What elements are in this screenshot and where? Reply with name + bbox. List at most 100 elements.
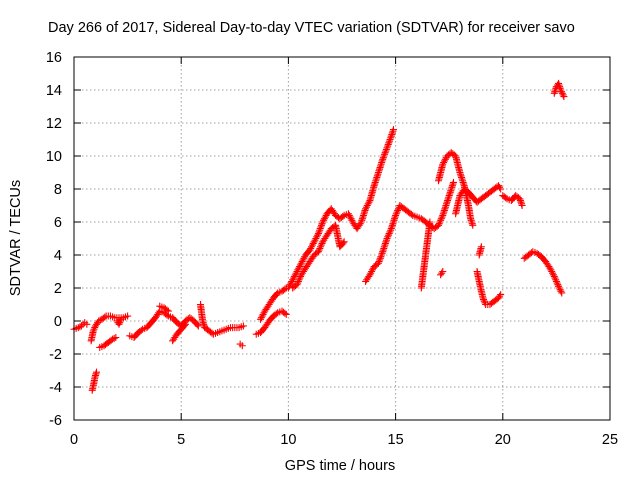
data-point-marker <box>384 231 392 239</box>
data-point-marker <box>340 238 348 246</box>
data-point-marker <box>556 286 564 294</box>
data-point-marker <box>440 159 448 167</box>
data-point-marker <box>321 213 329 221</box>
data-point-marker <box>426 218 434 226</box>
data-point-marker <box>437 216 445 224</box>
data-point-marker <box>339 239 347 247</box>
data-point-marker <box>312 235 320 242</box>
data-point-marker <box>257 314 265 322</box>
x-tick-label: 5 <box>177 432 185 448</box>
data-point-marker <box>290 274 298 282</box>
data-point-marker <box>376 254 384 262</box>
data-point-marker <box>316 225 324 233</box>
data-point-marker <box>480 296 488 304</box>
data-point-marker <box>560 93 568 101</box>
data-point-marker <box>386 228 394 236</box>
data-point-marker <box>259 310 267 318</box>
y-axis-label: SDTVAR / TECUs <box>8 180 24 296</box>
data-point-marker <box>552 277 560 285</box>
data-point-marker <box>289 276 297 284</box>
data-point-marker <box>310 238 318 246</box>
data-point-marker <box>379 155 387 163</box>
data-point-marker <box>311 236 319 244</box>
y-tick-label: -6 <box>49 413 62 429</box>
data-point-marker <box>379 154 387 162</box>
y-tick-label: 0 <box>54 314 62 330</box>
data-point-marker <box>78 322 86 330</box>
data-point-marker <box>385 139 393 147</box>
data-point-marker <box>296 261 304 269</box>
data-point-marker <box>553 279 561 287</box>
y-tick-label: 8 <box>54 182 62 198</box>
data-point-marker <box>469 221 477 229</box>
data-point-marker <box>378 251 386 259</box>
data-point-marker <box>294 277 302 285</box>
data-point-marker <box>116 319 124 327</box>
data-point-marker <box>387 134 395 142</box>
data-point-marker <box>557 86 565 94</box>
data-point-marker <box>93 368 101 376</box>
data-point-marker <box>344 210 352 218</box>
data-point-marker <box>320 216 328 224</box>
data-point-marker <box>496 183 504 191</box>
data-point-marker <box>435 220 443 228</box>
data-point-marker <box>294 279 302 287</box>
y-tick-label: 6 <box>54 215 62 231</box>
y-tick-label: 4 <box>54 248 62 264</box>
data-point-marker <box>439 160 447 168</box>
data-point-marker <box>547 266 555 274</box>
y-tick-label: -4 <box>49 380 62 396</box>
x-axis-label: GPS time / hours <box>285 458 395 474</box>
data-point-marker <box>363 202 371 209</box>
data-point-marker <box>257 315 265 323</box>
data-point-marker <box>364 200 372 208</box>
y-tick-label: 10 <box>46 149 62 165</box>
data-point-marker <box>293 268 301 275</box>
data-point-marker <box>317 223 325 231</box>
data-point-marker <box>314 248 322 256</box>
data-point-marker <box>392 211 400 219</box>
data-point-marker <box>552 276 560 284</box>
data-point-marker <box>110 334 118 342</box>
data-point-marker <box>384 140 392 148</box>
data-point-marker <box>345 211 353 219</box>
data-point-marker <box>258 312 266 320</box>
data-point-marker <box>272 310 280 318</box>
data-point-marker <box>193 321 201 329</box>
data-point-marker <box>112 334 120 341</box>
x-tick-label: 15 <box>388 432 404 448</box>
data-point-marker <box>554 281 562 289</box>
y-tick-label: 14 <box>46 83 62 99</box>
data-point-marker <box>362 205 370 213</box>
data-point-marker <box>377 253 385 261</box>
data-point-marker <box>315 228 323 236</box>
data-point-marker <box>434 221 442 229</box>
data-point-marker <box>318 220 326 228</box>
data-point-marker <box>282 310 290 318</box>
x-tick-label: 0 <box>70 432 78 448</box>
data-point-marker <box>74 324 82 332</box>
data-point-marker <box>382 145 390 153</box>
data-point-marker <box>281 285 289 293</box>
data-point-marker <box>180 322 188 330</box>
data-point-marker <box>368 268 376 275</box>
data-point-marker <box>518 202 526 209</box>
data-point-marker <box>559 91 567 99</box>
data-point-marker <box>449 178 457 186</box>
data-point-marker <box>365 198 373 206</box>
data-point-marker <box>387 226 395 234</box>
data-point-marker <box>480 297 488 305</box>
data-point-marker <box>389 126 397 134</box>
data-point-marker <box>438 269 446 277</box>
data-point-marker <box>308 241 316 249</box>
data-point-marker <box>378 249 386 257</box>
data-point-marker <box>117 315 125 323</box>
data-point-marker <box>386 136 394 143</box>
data-point-marker <box>392 210 400 218</box>
data-point-marker <box>89 327 97 335</box>
data-point-marker <box>317 243 325 251</box>
data-point-marker <box>83 320 91 328</box>
y-tick-label: 16 <box>46 50 62 66</box>
data-point-marker <box>317 241 325 249</box>
